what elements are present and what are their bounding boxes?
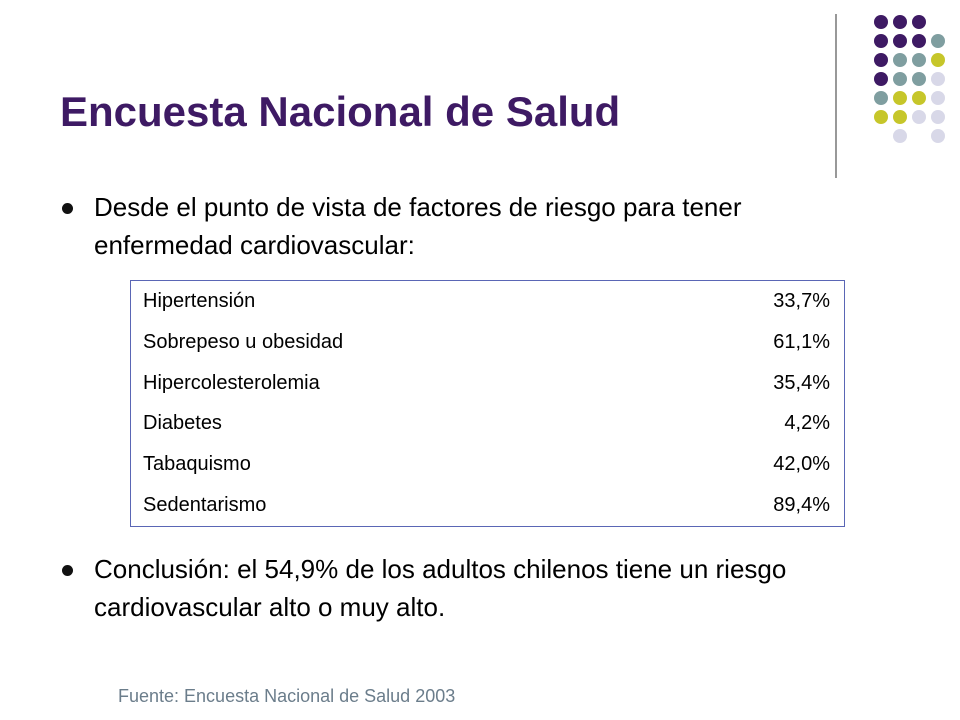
bullet-dot-icon <box>62 565 73 576</box>
table-row: Sedentarismo 89,4% <box>131 485 845 526</box>
decorative-dot <box>874 72 888 86</box>
risk-factor-name: Hipertensión <box>143 289 256 312</box>
risk-factor-name: Sobrepeso u obesidad <box>143 330 344 353</box>
risk-factor-value: 4,2% <box>784 412 830 435</box>
bullet-intro: Desde el punto de vista de factores de r… <box>62 188 862 264</box>
risk-factor-value: 89,4% <box>773 494 830 517</box>
decorative-dot <box>874 15 888 29</box>
slide-title: Encuesta Nacional de Salud <box>60 88 621 135</box>
decorative-dot <box>912 91 926 105</box>
decorative-dot <box>874 34 888 48</box>
decorative-dot <box>874 53 888 67</box>
risk-factor-name: Tabaquismo <box>143 453 251 476</box>
table-row: Diabetes 4,2% <box>131 403 845 444</box>
decorative-dot <box>893 110 907 124</box>
decorative-dot <box>912 15 926 29</box>
decorative-dot <box>931 110 945 124</box>
risk-factor-value: 33,7% <box>773 289 830 312</box>
decorative-dot <box>912 53 926 67</box>
table-row: Tabaquismo 42,0% <box>131 444 845 485</box>
bullet-conclusion: Conclusión: el 54,9% de los adultos chil… <box>62 550 862 626</box>
decorative-dot <box>912 34 926 48</box>
source-note: Fuente: Encuesta Nacional de Salud 2003 <box>118 686 456 706</box>
decorative-dot <box>912 72 926 86</box>
risk-factor-value: 35,4% <box>773 371 830 394</box>
risk-factor-value: 61,1% <box>773 330 830 353</box>
decorative-dot <box>893 34 907 48</box>
decorative-dot <box>874 110 888 124</box>
decorative-dot <box>893 53 907 67</box>
bullet-intro-text: Desde el punto de vista de factores de r… <box>94 192 742 260</box>
decorative-dot <box>931 53 945 67</box>
decorative-dot-grid <box>835 14 945 178</box>
bullet-dot-icon <box>62 203 73 214</box>
decorative-dot <box>874 91 888 105</box>
decorative-dot <box>931 129 945 143</box>
risk-factor-name: Hipercolesterolemia <box>143 371 320 394</box>
decorative-dot <box>893 91 907 105</box>
table-row: Hipertensión 33,7% <box>131 281 845 322</box>
decorative-dot <box>912 110 926 124</box>
decorative-dot <box>931 91 945 105</box>
decorative-dot <box>931 34 945 48</box>
risk-factor-table: Hipertensión 33,7% Sobrepeso u obesidad 61,… <box>130 280 845 527</box>
bullet-conclusion-text: Conclusión: el 54,9% de los adultos chil… <box>94 554 787 622</box>
table-row: Sobrepeso u obesidad 61,1% <box>131 322 845 363</box>
risk-factor-value: 42,0% <box>773 453 830 476</box>
decorative-dot <box>893 15 907 29</box>
decorative-dot <box>931 72 945 86</box>
decorative-dot <box>893 72 907 86</box>
risk-factor-name: Sedentarismo <box>143 494 267 517</box>
table-row: Hipercolesterolemia 35,4% <box>131 363 845 404</box>
decorative-dot <box>893 129 907 143</box>
risk-factor-name: Diabetes <box>143 412 222 435</box>
